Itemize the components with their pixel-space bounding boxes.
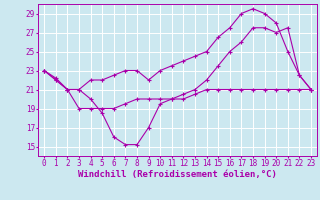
X-axis label: Windchill (Refroidissement éolien,°C): Windchill (Refroidissement éolien,°C) [78,170,277,179]
